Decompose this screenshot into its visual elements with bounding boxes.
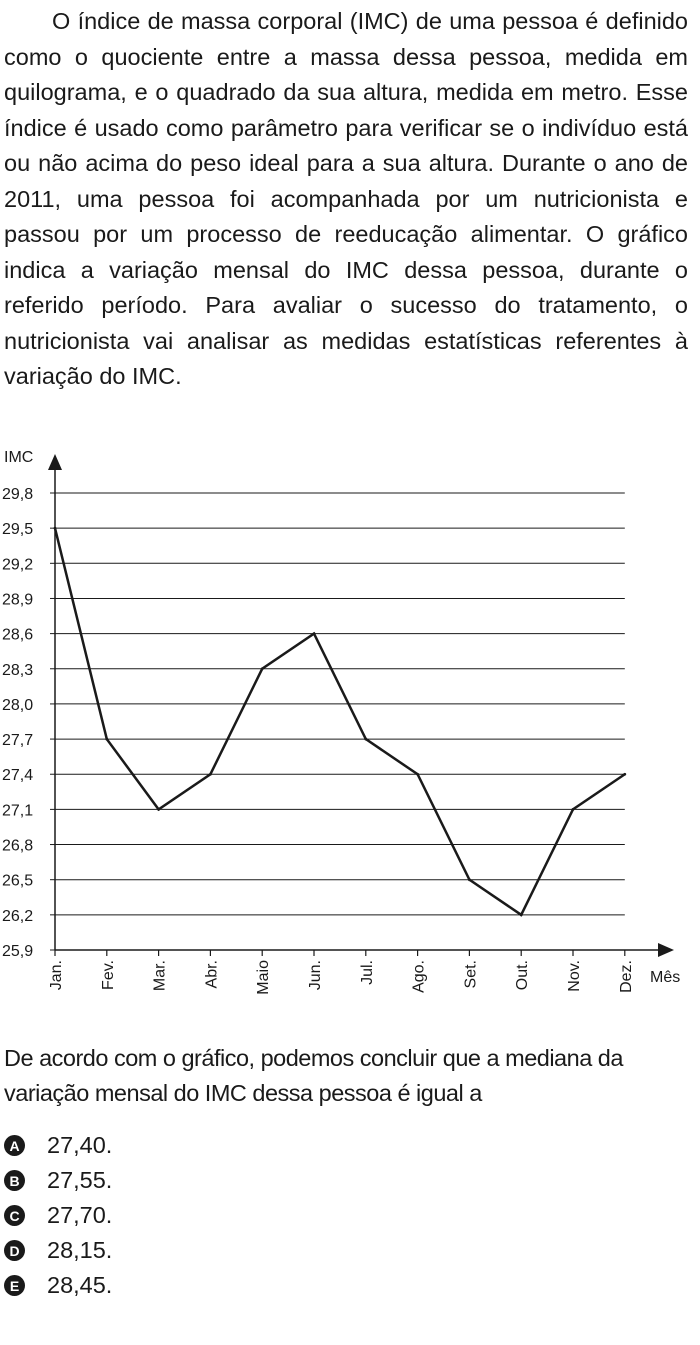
- option-c-letter: C: [4, 1205, 25, 1226]
- y-tick-label: 28,9: [2, 591, 33, 608]
- option-a-text: 27,40.: [47, 1132, 113, 1158]
- data-point: [571, 807, 575, 811]
- x-tick-label: Nov.: [566, 960, 583, 992]
- x-tick-label: Fev.: [100, 960, 117, 990]
- option-e-text: 28,45.: [47, 1272, 113, 1298]
- question-text: De acordo com o gráfico, podemos conclui…: [4, 1045, 623, 1106]
- y-tick-label: 27,1: [2, 802, 33, 819]
- option-d[interactable]: D 28,15.: [4, 1233, 112, 1268]
- intro-paragraph: O índice de massa corporal (IMC) de uma …: [4, 8, 688, 389]
- data-point: [209, 772, 212, 776]
- x-tick-label: Maio: [255, 960, 272, 995]
- data-point: [105, 737, 109, 741]
- imc-series-line: [53, 527, 626, 917]
- x-tick-label: Out.: [514, 960, 531, 990]
- y-tick-label: 28,6: [2, 627, 33, 644]
- y-tick-label: 28,0: [2, 697, 33, 714]
- option-a-letter: A: [4, 1135, 25, 1156]
- x-tick-label: Dez.: [618, 960, 635, 993]
- option-a[interactable]: A 27,40.: [4, 1128, 112, 1163]
- data-point: [312, 632, 316, 636]
- y-axis-label: IMC: [4, 449, 33, 466]
- x-tick-label: Jan.: [48, 960, 65, 990]
- data-point: [260, 667, 264, 671]
- data-point: [157, 807, 161, 811]
- option-c-text: 27,70.: [47, 1202, 113, 1228]
- option-e[interactable]: E 28,45.: [4, 1268, 112, 1303]
- y-tick-label: 29,8: [2, 486, 33, 503]
- option-b[interactable]: B 27,55.: [4, 1163, 112, 1198]
- y-tick-label: 29,2: [2, 556, 33, 573]
- y-tick-label: 29,5: [2, 521, 33, 538]
- option-b-letter: B: [4, 1170, 25, 1191]
- y-tick-label: 27,4: [2, 767, 33, 784]
- data-point: [53, 526, 57, 530]
- x-tick-label: Set.: [462, 960, 479, 988]
- option-e-letter: E: [4, 1275, 25, 1296]
- x-axis-label: Mês: [650, 969, 680, 986]
- data-point: [468, 878, 471, 882]
- x-tick-label: Jun.: [307, 960, 324, 990]
- data-point: [623, 772, 627, 776]
- y-tick-label: 26,5: [2, 873, 33, 890]
- y-tick-label: 27,7: [2, 732, 33, 749]
- x-tick-label: Jul.: [359, 960, 376, 985]
- y-tick-label: 26,8: [2, 838, 33, 855]
- x-tick-label: Mar.: [152, 960, 169, 991]
- x-tick-label: Abr.: [203, 960, 220, 988]
- data-point: [364, 737, 368, 741]
- data-point: [416, 772, 419, 776]
- y-tick-label: 28,3: [2, 662, 33, 679]
- y-tick-label: 26,2: [2, 908, 33, 925]
- option-d-text: 28,15.: [47, 1237, 113, 1263]
- option-b-text: 27,55.: [47, 1167, 113, 1193]
- y-axis-arrow: [48, 454, 62, 470]
- data-point: [519, 913, 523, 917]
- option-c[interactable]: C 27,70.: [4, 1198, 112, 1233]
- x-tick-label: Ago.: [411, 960, 428, 993]
- y-tick-label: 25,9: [2, 943, 33, 960]
- imc-line-chart: 25,9 26,2 26,5 26,8 27,1 27,4 27,7 28,0 28,3 28,6…: [2, 449, 680, 995]
- x-axis-arrow: [658, 943, 674, 957]
- option-d-letter: D: [4, 1240, 25, 1261]
- answer-options: A 27,40. B 27,55. C 27,70. D 28,15. E 28…: [4, 1128, 112, 1303]
